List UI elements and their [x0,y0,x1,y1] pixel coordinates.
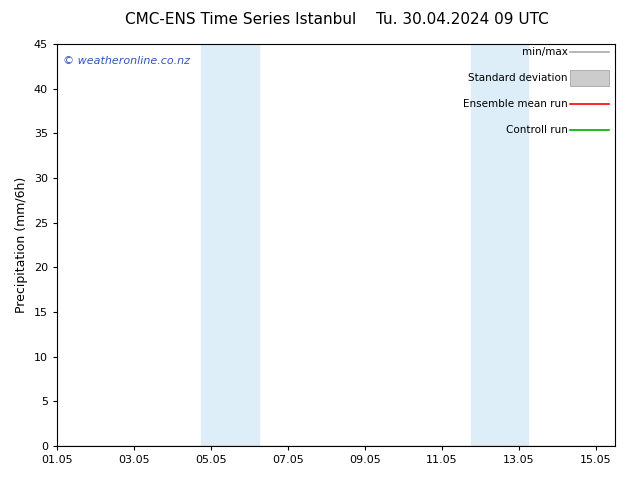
Text: Standard deviation: Standard deviation [468,73,567,83]
Text: Tu. 30.04.2024 09 UTC: Tu. 30.04.2024 09 UTC [377,12,549,27]
Y-axis label: Precipitation (mm/6h): Precipitation (mm/6h) [15,177,29,313]
Text: CMC-ENS Time Series Istanbul: CMC-ENS Time Series Istanbul [126,12,356,27]
Bar [202,44,259,446]
Text: Ensemble mean run: Ensemble mean run [463,99,567,109]
Text: Controll run: Controll run [506,125,567,136]
Bar [470,44,528,446]
FancyBboxPatch shape [571,70,609,86]
Text: © weatheronline.co.nz: © weatheronline.co.nz [63,56,190,66]
Text: min/max: min/max [522,47,567,57]
